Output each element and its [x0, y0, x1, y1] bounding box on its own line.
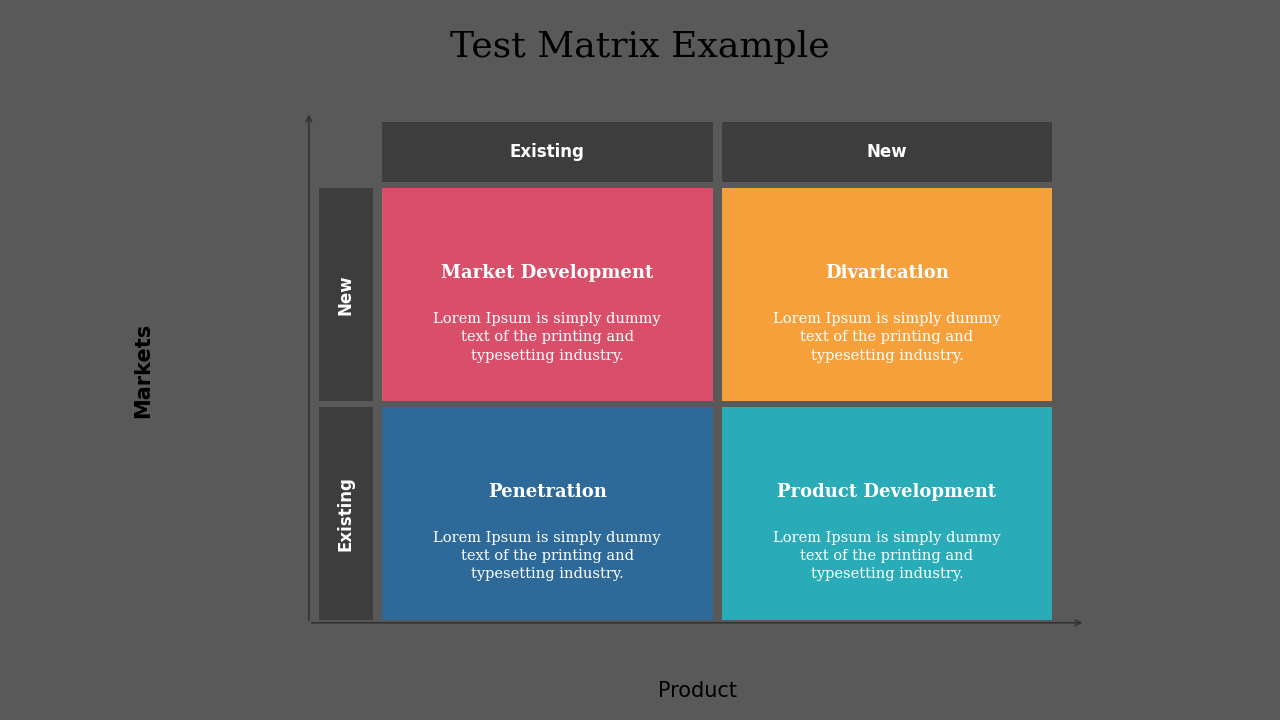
Text: Product: Product [658, 681, 736, 701]
Text: Existing: Existing [509, 143, 585, 161]
FancyBboxPatch shape [381, 122, 713, 182]
Text: New: New [867, 143, 908, 161]
FancyBboxPatch shape [319, 407, 372, 620]
Text: Market Development: Market Development [442, 264, 653, 282]
Text: Test Matrix Example: Test Matrix Example [451, 30, 829, 64]
FancyBboxPatch shape [722, 122, 1052, 182]
Text: Lorem Ipsum is simply dummy
text of the printing and
typesetting industry.: Lorem Ipsum is simply dummy text of the … [773, 312, 1001, 362]
FancyBboxPatch shape [319, 188, 372, 401]
Text: Penetration: Penetration [488, 483, 607, 501]
Text: Lorem Ipsum is simply dummy
text of the printing and
typesetting industry.: Lorem Ipsum is simply dummy text of the … [773, 531, 1001, 581]
FancyBboxPatch shape [381, 407, 713, 620]
Text: Divarication: Divarication [826, 264, 948, 282]
Text: Product Development: Product Development [777, 483, 996, 501]
Text: Lorem Ipsum is simply dummy
text of the printing and
typesetting industry.: Lorem Ipsum is simply dummy text of the … [434, 531, 660, 581]
FancyBboxPatch shape [381, 188, 713, 401]
Text: Lorem Ipsum is simply dummy
text of the printing and
typesetting industry.: Lorem Ipsum is simply dummy text of the … [434, 312, 660, 362]
Text: New: New [337, 274, 355, 315]
Text: Markets: Markets [133, 323, 154, 418]
FancyBboxPatch shape [722, 188, 1052, 401]
Text: Existing: Existing [337, 476, 355, 551]
FancyBboxPatch shape [722, 407, 1052, 620]
